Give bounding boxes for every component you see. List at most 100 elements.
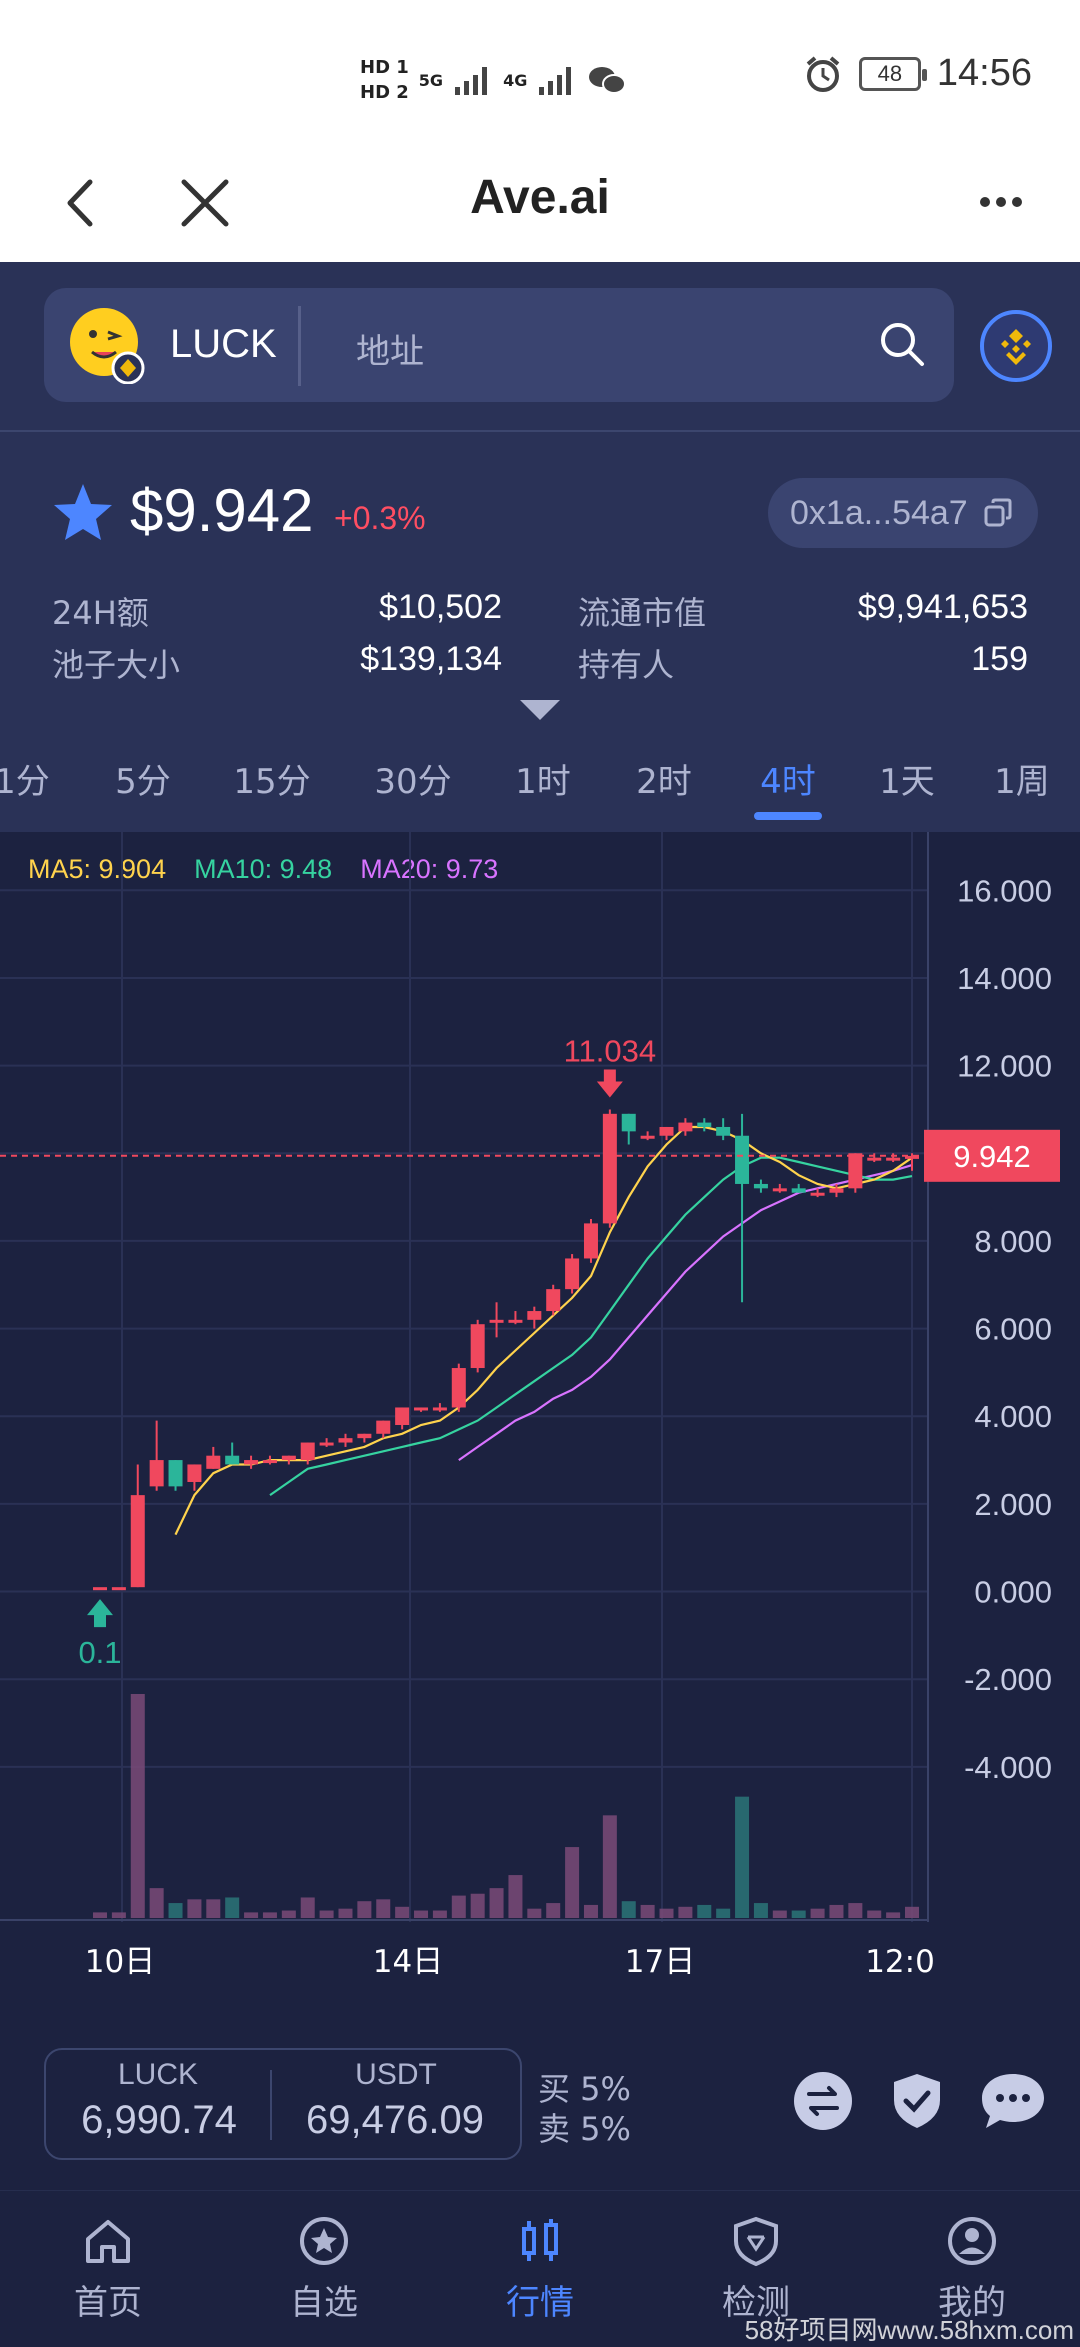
search-bar[interactable]: LUCK 地址 (44, 288, 954, 402)
y-tick-label: 6.000 (974, 1312, 1052, 1347)
y-tick-label: 2.000 (974, 1487, 1052, 1522)
holders-value: 159 (971, 640, 1028, 678)
header-divider (0, 430, 1080, 432)
tab-timeframe-4[interactable]: 1时 (515, 762, 571, 802)
volume-bar (565, 1847, 580, 1918)
shield-check-icon[interactable] (886, 2070, 948, 2132)
candle-body (376, 1420, 391, 1434)
tab-timeframe-3[interactable]: 30分 (374, 762, 452, 802)
nav-detect[interactable]: 检测 (696, 2213, 816, 2324)
bottom-nav: 首页 自选 行情 检测 我的 (0, 2190, 1080, 2340)
candlestick-svg[interactable]: 16.00014.00012.00010.0008.0006.0004.0002… (0, 832, 1080, 1992)
volume-bar (225, 1897, 240, 1918)
candle-body (414, 1407, 429, 1411)
token-header: LUCK 地址 $9.942 +0.3% 0x1a...54a7 24H额 $1… (0, 262, 1080, 832)
token-balance-label: LUCK (117, 2058, 199, 2091)
y-tick-label: 12.000 (957, 1049, 1052, 1084)
nav-me[interactable]: 我的 (912, 2213, 1032, 2324)
volume-bar (659, 1908, 674, 1918)
volume-bar (848, 1903, 863, 1918)
kline-chart[interactable]: MA5: 9.904 MA10: 9.48 MA20: 9.73 16.000 1… (0, 832, 1080, 1992)
token-avatar-icon (70, 308, 145, 384)
contract-address-chip[interactable]: 0x1a...54a7 (768, 478, 1038, 548)
candle-body (93, 1587, 107, 1591)
candle-body (829, 1188, 844, 1193)
tab-timeframe-6[interactable]: 4时 (760, 762, 816, 802)
volume-bar (753, 1903, 768, 1918)
tab-timeframe-2[interactable]: 15分 (233, 762, 311, 802)
volume-bar (527, 1908, 542, 1918)
search-icon[interactable] (874, 316, 930, 372)
chat-icon[interactable] (978, 2070, 1048, 2132)
candle-body (451, 1368, 466, 1408)
candle-body (470, 1324, 485, 1369)
tab-timeframe-7[interactable]: 1天 (879, 762, 935, 802)
detect-shield-icon (734, 2216, 778, 2267)
volume-bar (300, 1897, 315, 1918)
candle-body (508, 1319, 523, 1323)
tab-timeframe-1[interactable]: 5分 (115, 762, 171, 802)
market-candles-icon (522, 2219, 558, 2261)
address-input[interactable]: 地址 (356, 332, 424, 372)
volume-bar (508, 1875, 523, 1918)
low-price-label: 0.1 (78, 1635, 121, 1670)
swap-icon[interactable] (792, 2070, 854, 2132)
candle-body (659, 1126, 674, 1136)
candle-body (244, 1460, 259, 1465)
y-tick-label: 14.000 (957, 961, 1052, 996)
volume-bar (281, 1910, 296, 1918)
x-tick-label: 17日 (625, 1944, 695, 1980)
candle-body (583, 1223, 598, 1259)
market-cap-value: $9,941,653 (857, 588, 1028, 626)
pool-size-value: $139,134 (360, 640, 502, 678)
candle-body (432, 1407, 447, 1411)
buy-tax: 买 5% (538, 2070, 631, 2108)
candle-body (678, 1122, 693, 1132)
favorite-star-icon[interactable] (50, 480, 116, 546)
signal-icon (455, 67, 488, 95)
tab-timeframe-5[interactable]: 2时 (636, 762, 692, 802)
y-tick-label: -4.000 (964, 1750, 1052, 1785)
more-options-icon[interactable] (966, 172, 1036, 232)
candle-body (621, 1113, 636, 1132)
volume-bar (602, 1815, 617, 1918)
tab-timeframe-0[interactable]: 1分 (0, 762, 50, 802)
nav-favorites[interactable]: 自选 (264, 2213, 384, 2324)
x-tick-label: 14日 (373, 1944, 443, 1980)
back-arrow-icon[interactable] (48, 168, 118, 238)
close-icon[interactable] (170, 168, 240, 238)
nav-home[interactable]: 首页 (48, 2213, 168, 2324)
battery-level: 48 (877, 60, 903, 86)
candle-body (281, 1455, 296, 1461)
copy-icon[interactable] (982, 497, 1014, 529)
volume-bar (583, 1904, 598, 1918)
candle-body (395, 1407, 410, 1426)
tab-timeframe-8[interactable]: 1周 (994, 762, 1050, 802)
volume-bar (829, 1904, 844, 1918)
volume-bar (735, 1796, 750, 1918)
wechat-icon (589, 67, 627, 94)
candle-body (187, 1464, 202, 1482)
candle-body (867, 1157, 882, 1161)
holders-label: 持有人 (578, 646, 675, 684)
candle-body (262, 1460, 277, 1464)
volume-bar (376, 1899, 391, 1918)
candle-body (905, 1155, 919, 1159)
candle-body (602, 1113, 617, 1224)
volume-24h-label: 24H额 (52, 594, 149, 632)
ma5-label: MA5: 9.904 (28, 854, 167, 884)
candle-body (489, 1319, 504, 1323)
collapse-triangle-icon[interactable] (518, 698, 562, 722)
volume-bar (697, 1904, 712, 1918)
y-tick-label: 0.000 (974, 1575, 1052, 1610)
active-tab-indicator (754, 812, 822, 820)
usdt-balance-value: 69,476.09 (306, 2098, 484, 2142)
volume-bar (395, 1906, 410, 1918)
page-title: Ave.ai (470, 171, 610, 224)
clock: 14:56 (936, 52, 1032, 94)
bnb-chain-icon[interactable] (980, 310, 1052, 382)
y-tick-label: 16.000 (957, 873, 1052, 908)
candle-body (772, 1188, 787, 1192)
nav-market[interactable]: 行情 (480, 2213, 600, 2324)
current-price-tag (924, 1129, 1060, 1182)
